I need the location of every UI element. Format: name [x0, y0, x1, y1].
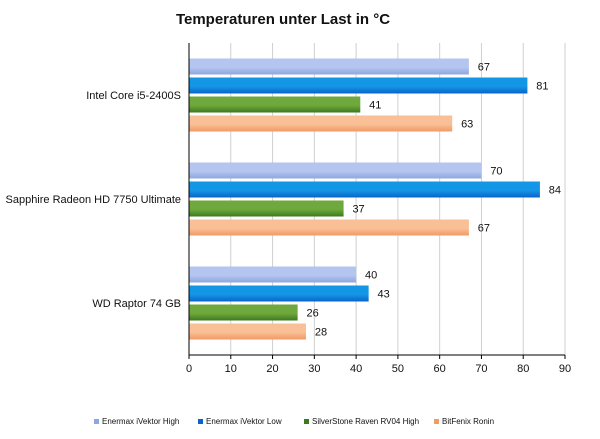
tick-labels: 0 10 20 30 40 50 60 70 80 90: [186, 363, 571, 375]
legend-label: SilverStone Raven RV04 High: [312, 417, 419, 426]
bar: [189, 200, 344, 217]
data-label: 67: [478, 223, 490, 235]
data-label: 70: [490, 166, 502, 178]
bar: [189, 115, 453, 132]
legend-label: Enermax iVektor Low: [206, 417, 282, 426]
tick-label: 70: [475, 363, 487, 375]
tick-label: 50: [392, 363, 404, 375]
bar: [189, 304, 298, 321]
bar: [189, 266, 357, 283]
data-label: 37: [352, 204, 364, 216]
tick-label: 0: [186, 363, 192, 375]
legend: Enermax iVektor High Enermax iVektor Low S…: [94, 417, 494, 426]
tick-label: 20: [266, 363, 278, 375]
bar: [189, 96, 361, 113]
bar: [189, 285, 369, 302]
legend-label: Enermax iVektor High: [102, 417, 179, 426]
data-label: 81: [536, 81, 548, 93]
tick-label: 90: [559, 363, 571, 375]
bar: [189, 219, 469, 236]
legend-label: BitFenix Ronin: [442, 417, 494, 426]
data-label: 28: [315, 327, 327, 339]
data-label: 40: [365, 270, 377, 282]
tick-label: 60: [434, 363, 446, 375]
tick-label: 30: [308, 363, 320, 375]
category-label: Sapphire Radeon HD 7750 Ultimate: [6, 194, 182, 206]
data-label: 43: [378, 289, 390, 301]
legend-swatch: [198, 419, 203, 424]
bar: [189, 77, 528, 94]
bar: [189, 323, 306, 340]
category-labels: Intel Core i5-2400S Sapphire Radeon HD 77…: [6, 90, 182, 310]
category-label: Intel Core i5-2400S: [86, 90, 181, 102]
data-label: 26: [306, 308, 318, 320]
bar: [189, 58, 469, 75]
data-label: 63: [461, 119, 473, 131]
data-label: 41: [369, 100, 381, 112]
axes: [188, 43, 566, 359]
legend-swatch: [304, 419, 309, 424]
legend-swatch: [434, 419, 439, 424]
bar: [189, 181, 540, 198]
legend-swatch: [94, 419, 99, 424]
category-label: WD Raptor 74 GB: [92, 298, 181, 310]
tick-label: 80: [517, 363, 529, 375]
data-label: 84: [549, 185, 561, 197]
gridlines: [188, 43, 566, 355]
bar: [189, 162, 482, 179]
tick-label: 40: [350, 363, 362, 375]
chart-title: Temperaturen unter Last in °C: [176, 11, 390, 28]
data-label: 67: [478, 62, 490, 74]
tick-label: 10: [225, 363, 237, 375]
